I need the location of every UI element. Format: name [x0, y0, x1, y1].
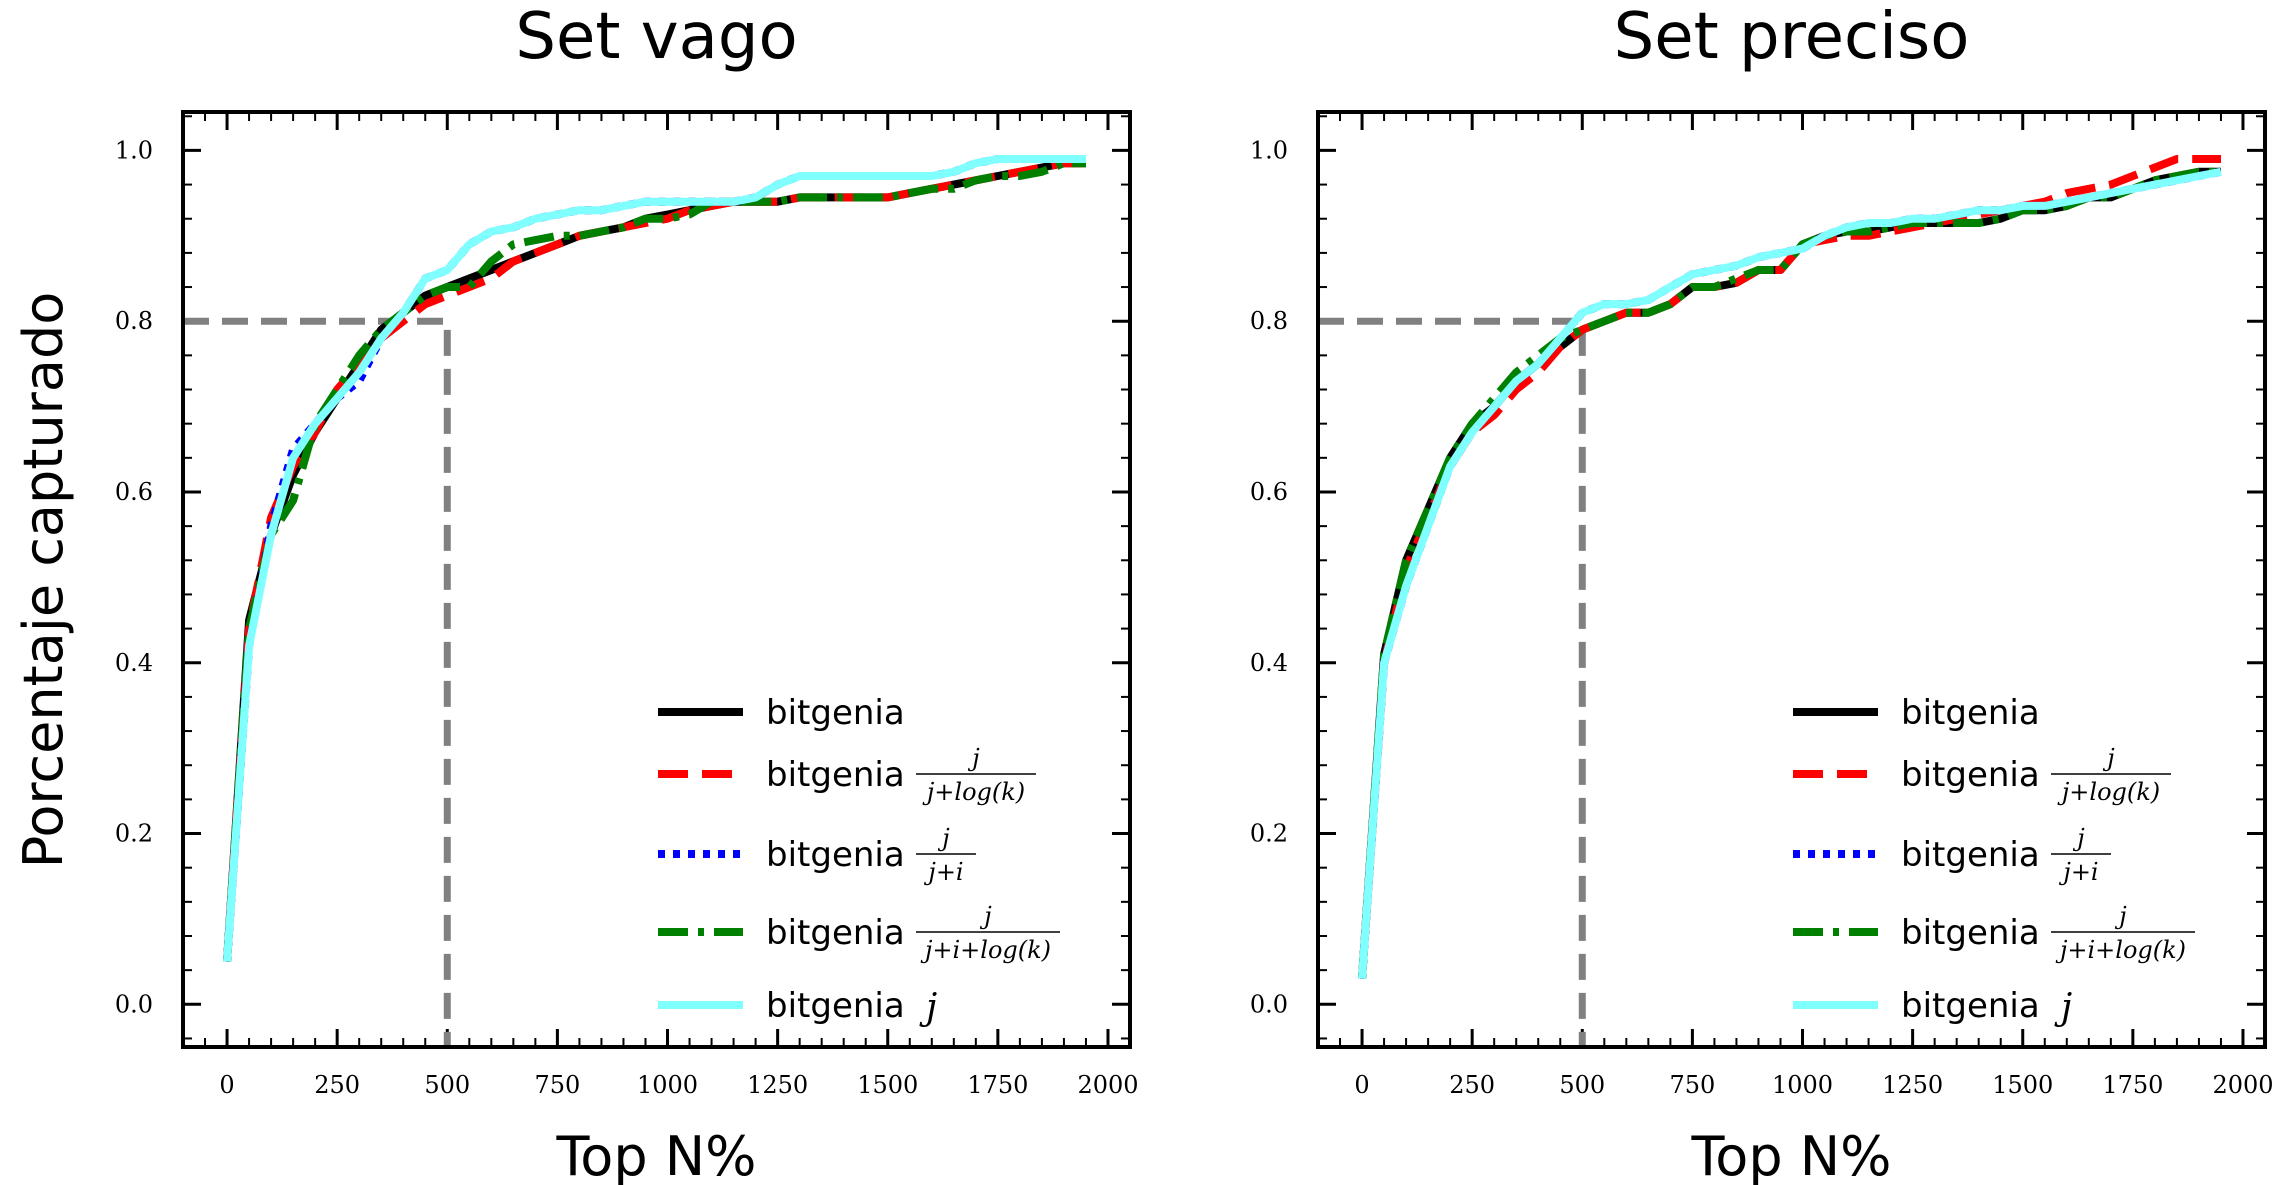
series-line	[223, 159, 1086, 962]
y-tick-label: 0.4	[1250, 649, 1288, 677]
y-tick-label: 0.0	[115, 990, 153, 1018]
legend-label: bitgenia	[1901, 913, 2040, 953]
series-line	[223, 159, 1086, 962]
legend-math: j	[2054, 987, 2072, 1028]
y-axis-label: Porcentaje capturado	[12, 292, 75, 869]
reference-line	[1318, 317, 1586, 1047]
x-tick-label: 1750	[2102, 1071, 2163, 1099]
x-tick-label: 1500	[857, 1071, 918, 1099]
legend: bitgenia bitgenia j j+log(k) bitgenia j j+i bit…	[1793, 693, 2195, 1028]
x-tick-label: 500	[424, 1071, 470, 1099]
x-tick-label: 2000	[1077, 1071, 1138, 1099]
x-axis-label: Top N%	[1691, 1125, 1892, 1185]
legend-label: bitgenia	[766, 755, 905, 795]
x-tick-label: 250	[1449, 1071, 1495, 1099]
legend-math: j	[919, 987, 937, 1028]
x-tick-label: 0	[219, 1071, 234, 1099]
legend-math-numerator: j	[2102, 744, 2115, 772]
x-tick-label: 2000	[2212, 1071, 2273, 1099]
legend-label: bitgenia	[766, 913, 905, 953]
legend-math-denominator: j+log(k)	[922, 778, 1025, 806]
legend-label: bitgenia	[766, 986, 905, 1026]
x-tick-label: 1250	[1882, 1071, 1943, 1099]
legend-math-numerator: j	[967, 744, 980, 772]
plot-frame	[1316, 110, 2267, 1049]
x-tick-label: 500	[1559, 1071, 1605, 1099]
chart-set-vago: Set vago Top N% 0 250 500 750 1000 1250 1500 1750…	[115, 0, 1139, 1185]
series-line	[223, 155, 1086, 962]
legend-math-denominator: j+i	[923, 858, 963, 886]
x-tick-label: 1750	[967, 1071, 1028, 1099]
legend-math-numerator: j	[2114, 902, 2127, 930]
legend-label: bitgenia	[1901, 986, 2040, 1026]
legend-math-numerator: j	[979, 902, 992, 930]
x-tick-label: 250	[314, 1071, 360, 1099]
series-line	[223, 159, 1086, 962]
legend-label: bitgenia	[1901, 835, 2040, 875]
y-tick-label: 0.0	[1250, 990, 1288, 1018]
x-axis-label: Top N%	[556, 1125, 757, 1185]
legend-math-denominator: j+i+log(k)	[920, 936, 1051, 964]
y-tick-label: 0.6	[115, 478, 153, 506]
legend-math-denominator: j+i	[2058, 858, 2098, 886]
x-tick-label: 1250	[747, 1071, 808, 1099]
reference-line	[183, 317, 451, 1047]
y-tick-label: 0.8	[1250, 307, 1288, 335]
legend-label: bitgenia	[766, 835, 905, 875]
legend-label: bitgenia	[1901, 755, 2040, 795]
x-tick-label: 750	[534, 1071, 580, 1099]
legend-math-denominator: j+i+log(k)	[2055, 936, 2186, 964]
x-tick-label: 1500	[1992, 1071, 2053, 1099]
y-tick-label: 0.2	[115, 820, 153, 848]
y-tick-label: 0.6	[1250, 478, 1288, 506]
legend-math-denominator: j+log(k)	[2057, 778, 2160, 806]
y-tick-label: 0.2	[1250, 820, 1288, 848]
legend: bitgenia bitgenia j j+log(k) bitgenia j j+i bit…	[658, 693, 1060, 1028]
chart-title: Set vago	[515, 0, 797, 74]
legend-label: bitgenia	[1901, 693, 2040, 733]
chart-set-preciso: Set preciso Top N% 0 250 500 750 1000 1250 1500 1…	[1250, 0, 2274, 1185]
y-tick-label: 0.4	[115, 649, 153, 677]
y-tick-label: 1.0	[115, 136, 153, 164]
legend-label: bitgenia	[766, 693, 905, 733]
legend-math-numerator: j	[937, 824, 950, 852]
plot-frame	[181, 110, 1132, 1049]
x-tick-label: 1000	[1772, 1071, 1833, 1099]
chart-title: Set preciso	[1614, 0, 1970, 74]
y-tick-label: 1.0	[1250, 136, 1288, 164]
y-tick-label: 0.8	[115, 307, 153, 335]
series-line	[1358, 155, 2221, 979]
x-tick-label: 750	[1669, 1071, 1715, 1099]
x-tick-label: 1000	[637, 1071, 698, 1099]
legend-math-numerator: j	[2072, 824, 2085, 852]
series-line	[1358, 167, 2222, 979]
series-line	[223, 155, 1086, 962]
x-tick-label: 0	[1354, 1071, 1369, 1099]
